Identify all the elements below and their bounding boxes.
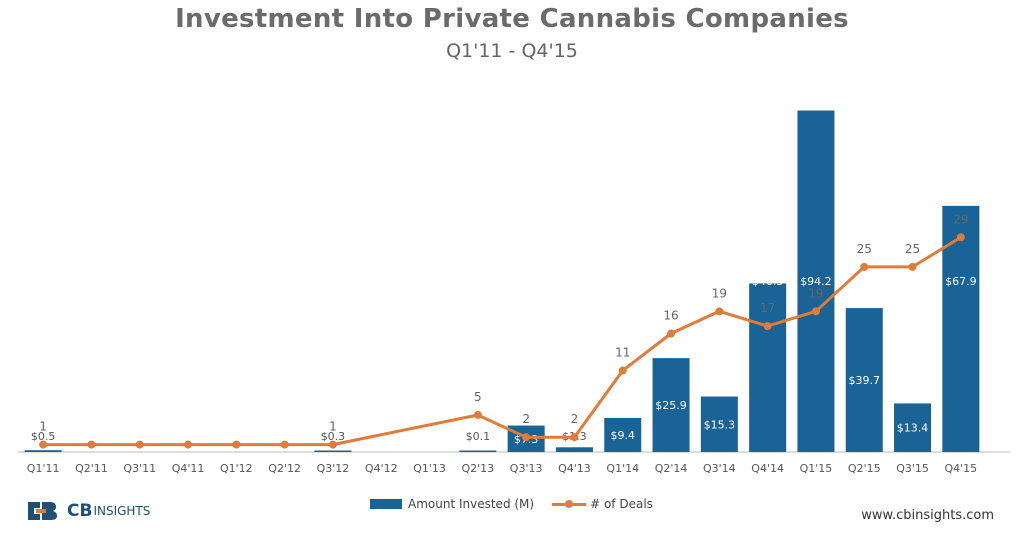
bar-value-label: $94.2 <box>800 275 832 288</box>
deals-point <box>87 440 96 449</box>
bar-labels-group: $0.5$0.3$0.1$7.3$1.3$9.4$25.9$15.3$46.5$… <box>31 275 977 446</box>
bar-value-label: $25.9 <box>655 399 687 412</box>
deals-point <box>618 366 627 375</box>
deals-point <box>328 440 337 449</box>
deals-value-label: 1 <box>329 420 337 434</box>
deals-value-label: 19 <box>712 286 727 300</box>
category-tick-label: Q4'12 <box>365 462 398 475</box>
bar-amount <box>749 283 787 452</box>
deals-value-label: 29 <box>953 212 968 226</box>
bar-amount <box>604 417 642 452</box>
legend-line-swatch <box>552 499 587 509</box>
deals-point <box>232 440 241 449</box>
category-labels-group: Q1'11 Q2'11 Q3'11 Q4'11 Q1'12 Q2'12 Q3'12 Q4'12… <box>27 462 977 475</box>
category-tick-label: Q1'14 <box>606 462 639 475</box>
legend-bar-swatch <box>370 499 402 509</box>
deals-line-group <box>39 233 965 449</box>
deals-value-label: 16 <box>663 309 678 323</box>
category-tick-label: Q1'13 <box>413 462 446 475</box>
category-tick-label: Q4'11 <box>172 462 205 475</box>
cb-logo-mark-icon <box>26 500 64 522</box>
bar-amount <box>942 205 980 452</box>
category-tick-label: Q3'11 <box>123 462 156 475</box>
bar-value-label: $0.1 <box>466 430 491 443</box>
bar-amount <box>652 358 690 452</box>
bar-value-label: $46.5 <box>752 275 784 288</box>
category-tick-label: Q2'13 <box>462 462 495 475</box>
deals-point <box>39 440 48 449</box>
bar-value-label: $0.5 <box>31 430 56 443</box>
legend-item-deals: # of Deals <box>552 497 653 511</box>
bars-group <box>24 110 980 453</box>
bar-amount <box>845 308 883 452</box>
bar-value-label: $67.9 <box>945 275 977 288</box>
category-tick-label: Q4'15 <box>945 462 978 475</box>
bar-amount <box>894 403 932 452</box>
category-tick-label: Q3'14 <box>703 462 736 475</box>
deals-point <box>763 322 772 331</box>
deals-point <box>956 233 965 242</box>
deals-line <box>43 236 962 447</box>
category-tick-label: Q4'14 <box>751 462 784 475</box>
deals-value-label: 1 <box>39 420 47 434</box>
legend-amount-label: Amount Invested (M) <box>408 497 535 511</box>
category-tick-label: Q3'12 <box>317 462 350 475</box>
cb-insights-logo: CB INSIGHTS <box>26 500 150 522</box>
deals-value-label: 25 <box>857 242 872 256</box>
category-tick-label: Q1'11 <box>27 462 60 475</box>
category-tick-label: Q1'15 <box>800 462 833 475</box>
chart-subtitle: Q1'11 - Q4'15 <box>446 40 578 62</box>
bar-amount <box>24 450 62 452</box>
deals-point <box>522 433 531 442</box>
category-tick-label: Q4'13 <box>558 462 591 475</box>
bar-amount <box>700 396 738 452</box>
deals-value-label: 2 <box>522 412 530 426</box>
category-tick-label: Q2'12 <box>268 462 301 475</box>
deals-point <box>280 440 289 449</box>
deals-value-label: 2 <box>571 412 579 426</box>
bar-value-label: $9.4 <box>611 429 636 442</box>
deals-point <box>860 262 869 271</box>
deals-value-label: 5 <box>474 390 482 404</box>
category-tick-label: Q3'15 <box>896 462 929 475</box>
bar-amount <box>314 450 352 452</box>
bar-value-label: $0.3 <box>321 430 346 443</box>
deals-point <box>811 307 820 316</box>
website-url: www.cbinsights.com <box>861 508 994 523</box>
deals-point <box>184 440 193 449</box>
category-tick-label: Q2'15 <box>848 462 881 475</box>
legend: Amount Invested (M) # of Deals <box>370 497 671 511</box>
deals-value-label: 19 <box>808 286 823 300</box>
deals-point <box>135 440 144 449</box>
category-tick-label: Q3'13 <box>510 462 543 475</box>
bar-amount <box>797 110 835 453</box>
category-tick-label: Q1'12 <box>220 462 253 475</box>
deals-value-label: 11 <box>615 346 630 360</box>
bar-amount <box>459 450 497 452</box>
chart-title: Investment Into Private Cannabis Compani… <box>175 4 849 34</box>
deals-point <box>908 262 917 271</box>
deals-point <box>570 433 579 442</box>
deals-value-label: 17 <box>760 301 775 315</box>
deals-point <box>473 410 482 419</box>
deals-point <box>715 307 724 316</box>
bar-value-label: $13.4 <box>897 422 929 435</box>
logo-text-cb: CB <box>67 501 93 521</box>
category-tick-label: Q2'11 <box>75 462 108 475</box>
legend-item-amount: Amount Invested (M) <box>370 497 534 511</box>
bar-value-label: $15.3 <box>704 418 736 431</box>
logo-text-insights: INSIGHTS <box>93 504 151 518</box>
deals-point <box>667 329 676 338</box>
bar-amount <box>555 447 593 452</box>
deals-value-label: 25 <box>905 242 920 256</box>
bar-value-label: $39.7 <box>849 374 881 387</box>
category-tick-label: Q2'14 <box>655 462 688 475</box>
legend-deals-label: # of Deals <box>590 497 653 511</box>
